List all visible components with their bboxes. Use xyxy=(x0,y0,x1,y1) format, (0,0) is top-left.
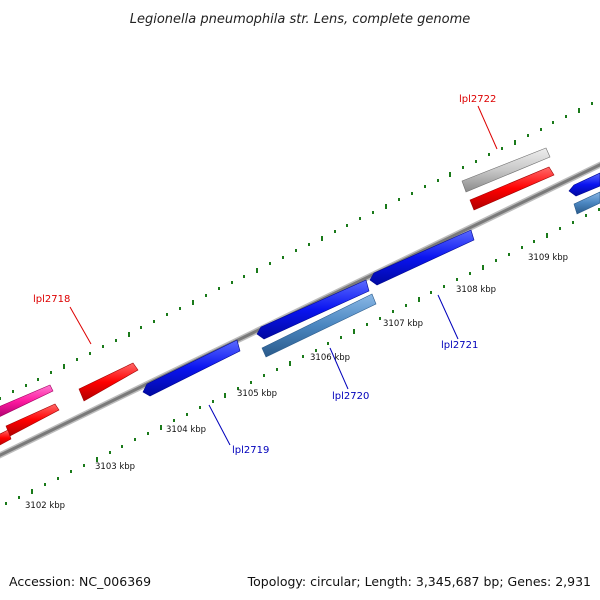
gene-labels: lpl2718 lpl2722 lpl2719 lpl2720 lpl2721 xyxy=(33,94,496,456)
scale-label-3106: 3106 kbp xyxy=(310,353,350,363)
accession-text: Accession: NC_006369 xyxy=(9,574,151,589)
gene-label-lpl2722[interactable]: lpl2722 xyxy=(459,94,496,105)
gene-lpl2719[interactable] xyxy=(142,339,241,397)
scale-label-3107: 3107 kbp xyxy=(383,319,423,329)
scale-label-3103: 3103 kbp xyxy=(95,462,135,472)
upper-tick-ruler xyxy=(0,102,593,400)
scale-label-3108: 3108 kbp xyxy=(456,285,496,295)
scale-labels: 3102 kbp 3103 kbp 3104 kbp 3105 kbp 3106… xyxy=(25,253,568,511)
scale-label-3105: 3105 kbp xyxy=(237,389,277,399)
gene-lpl2720-steel[interactable] xyxy=(261,293,377,358)
gene-minus-blue-right[interactable] xyxy=(568,172,600,197)
gene-lpl2722-grey[interactable] xyxy=(461,147,551,193)
lower-tick-ruler xyxy=(5,208,600,505)
label-leaders xyxy=(69,105,498,446)
gene-minus-steel-right[interactable] xyxy=(573,191,600,215)
genome-summary-text: Topology: circular; Length: 3,345,687 bp… xyxy=(247,574,591,589)
gene-plus-red-right[interactable] xyxy=(469,166,555,211)
gene-label-lpl2719[interactable]: lpl2719 xyxy=(232,445,269,456)
gene-plus-pink-left[interactable] xyxy=(0,384,54,417)
gene-lpl2718[interactable] xyxy=(78,362,139,402)
plus-strand-genes xyxy=(0,147,555,446)
scale-label-3104: 3104 kbp xyxy=(166,425,206,435)
gene-label-lpl2721[interactable]: lpl2721 xyxy=(441,340,478,351)
gene-lpl2720-blue[interactable] xyxy=(256,279,370,340)
minus-strand-genes xyxy=(142,172,600,397)
scale-label-3102: 3102 kbp xyxy=(25,501,65,511)
gene-label-lpl2720[interactable]: lpl2720 xyxy=(332,391,369,402)
gene-label-lpl2718[interactable]: lpl2718 xyxy=(33,294,70,305)
gene-lpl2721[interactable] xyxy=(369,229,475,286)
scale-label-3109: 3109 kbp xyxy=(528,253,568,263)
gene-plus-red-left-b[interactable] xyxy=(0,429,12,446)
map-title: Legionella pneumophila str. Lens, comple… xyxy=(130,12,471,27)
